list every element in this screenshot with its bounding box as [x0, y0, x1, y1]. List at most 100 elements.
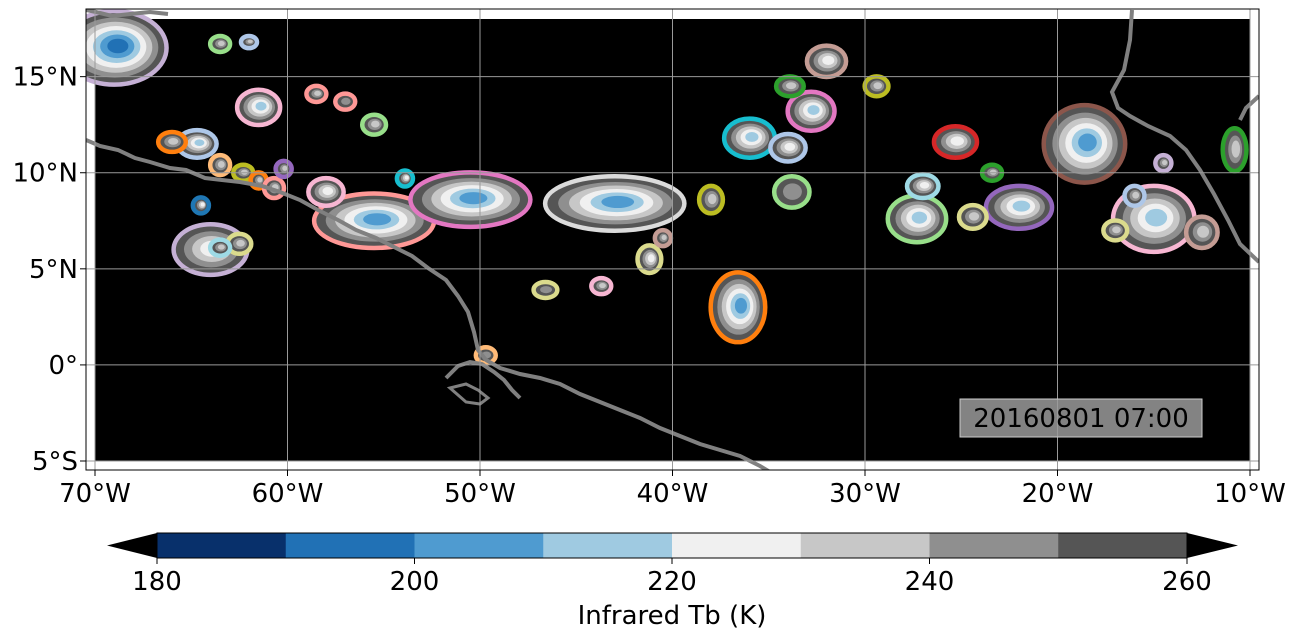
cloud-cell-outline	[333, 91, 358, 112]
cloud-cell	[234, 87, 283, 128]
coastline-marajo	[446, 382, 491, 406]
cloud-cell	[1153, 152, 1174, 174]
cloud-cell-outline	[1122, 183, 1147, 208]
cloud-cell	[207, 152, 233, 178]
cloud-cell	[589, 275, 614, 297]
colorbar-tick-label: 220	[647, 567, 697, 597]
x-tick-label: 40°W	[637, 479, 709, 509]
colorbar-segment	[672, 533, 802, 558]
cloud-cell-contour	[1132, 191, 1140, 199]
cloud-cell-contour	[200, 202, 205, 207]
cloud-cell-contour	[822, 55, 835, 66]
colorbar-segment	[1058, 533, 1188, 558]
colorbar-segment	[800, 533, 930, 558]
cloud-cell-outline	[696, 183, 726, 216]
cloud-cell-contour	[247, 39, 253, 44]
cloud-cell-outline	[273, 158, 294, 180]
coastline-africa-north	[1238, 94, 1259, 121]
cloud-cell	[804, 43, 849, 80]
cloud-cell	[771, 174, 812, 210]
cloud-cell-outline	[904, 172, 941, 201]
cloud-cell	[862, 74, 891, 99]
cloud-cell-contour	[1078, 133, 1097, 152]
cloud-cell-contour	[257, 177, 263, 183]
latitude-tick-labels: 15°N 10°N 5°N 0° 5°S	[12, 63, 86, 477]
cloud-cell-outline	[1183, 214, 1220, 251]
cloud-cell-outline	[360, 112, 389, 137]
x-tick-label: 30°W	[829, 479, 901, 509]
cloud-cell-outline	[207, 33, 233, 55]
cloud-cell	[904, 172, 941, 201]
cloud-cell-contour	[241, 169, 248, 175]
cloud-cell	[785, 89, 837, 134]
cloud-cell-contour	[314, 90, 321, 96]
cloud-cell	[1101, 218, 1130, 243]
cloud-cell-outline	[1041, 102, 1128, 185]
cloud-cell-contour	[707, 193, 717, 205]
cloud-cell-outline	[234, 87, 283, 128]
y-tick-label: 10°N	[12, 159, 78, 189]
colorbar-segment	[157, 533, 287, 558]
x-tick-label: 10°W	[1214, 479, 1286, 509]
cloud-cell-outline	[190, 195, 212, 216]
colorbar-segment	[285, 533, 415, 558]
cloud-cell	[238, 33, 260, 51]
cloud-cell-contour	[807, 105, 820, 115]
coastline-south-america	[86, 138, 771, 470]
cloud-cell-contour	[1231, 140, 1241, 158]
cloud-cell	[311, 191, 437, 251]
y-tick-label: 15°N	[12, 63, 78, 93]
cloud-cell-contour	[363, 213, 392, 226]
cloud-cell-outline	[956, 202, 989, 232]
y-tick-label: 5°N	[29, 255, 78, 285]
cloud-cell	[983, 183, 1055, 232]
cloud-cell	[531, 279, 560, 301]
cloud-cell-contour	[1162, 159, 1168, 166]
cloud-cell-outline	[768, 131, 808, 164]
cloud-cell-contour	[661, 234, 667, 241]
cloud-cell	[885, 193, 949, 245]
cloud-cell-outline	[589, 275, 614, 297]
cloud-cell-outline	[652, 227, 674, 249]
cloud-cell	[696, 183, 726, 216]
timestamp-box: 20160801 07:00	[959, 398, 1203, 438]
cloud-cell-contour	[255, 101, 267, 111]
cloud-cell-contour	[601, 195, 635, 209]
longitude-tick-labels: 70°W 60°W 50°W 40°W 30°W 20°W 10°W	[59, 470, 1286, 509]
cloud-cell-contour	[459, 192, 488, 205]
cloud-cell	[956, 202, 989, 232]
y-tick-label: 0°	[48, 351, 78, 381]
cloud-cell-contour	[236, 239, 245, 247]
cloud-cell	[207, 33, 233, 55]
cloud-cell-contour	[168, 137, 179, 145]
colorbar: 180 200 220 240 260 Infrared Tb (K)	[107, 532, 1238, 631]
cloud-cell	[207, 237, 233, 258]
x-tick-label: 20°W	[1022, 479, 1094, 509]
cloud-cell-contour	[785, 82, 797, 90]
cloud-cell-contour	[968, 212, 980, 221]
cloud-cell	[190, 195, 212, 216]
cloud-cell-outline	[531, 279, 560, 301]
cloud-cell-contour	[282, 165, 288, 171]
cloud-cell-outline	[155, 129, 189, 155]
cloud-cell-contour	[194, 139, 205, 147]
cloud-cell-contour	[950, 136, 964, 146]
coastline-caribbean	[86, 9, 169, 19]
cloud-cell	[155, 129, 189, 155]
cloud-cell-outline	[1101, 218, 1130, 243]
cloud-cell	[931, 124, 980, 160]
cloud-cell	[225, 231, 254, 257]
cloud-cell-contour	[217, 161, 225, 168]
x-tick-label: 50°W	[444, 479, 516, 509]
colorbar-segment	[543, 533, 673, 558]
colorbar-under-arrow	[107, 533, 157, 558]
cloud-cell-outline	[785, 89, 837, 134]
cloud-cell-contour	[873, 82, 883, 90]
cloud-cell-outline	[771, 174, 812, 210]
cloud-cell-outline	[1153, 152, 1174, 174]
cloud-cell-contour	[371, 120, 380, 128]
cloud-cell	[708, 270, 768, 345]
colorbar-tick-label: 180	[132, 567, 182, 597]
map-panel	[85, 8, 1260, 471]
